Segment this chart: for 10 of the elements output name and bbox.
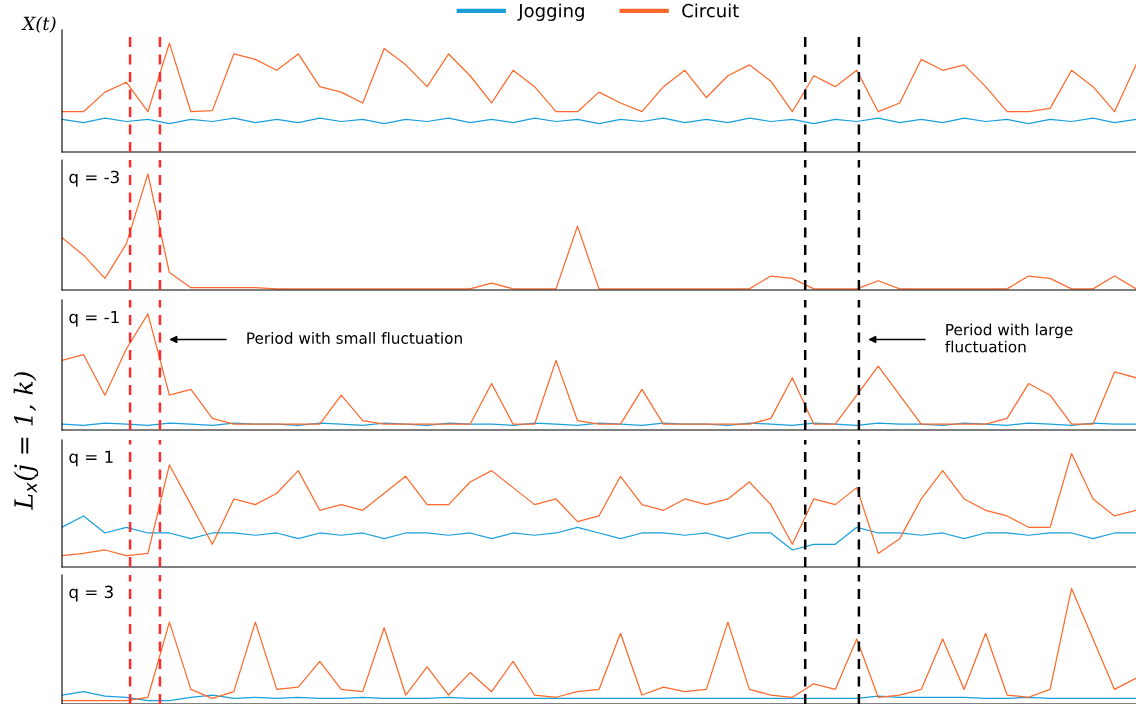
y-axis-title: X(t) bbox=[21, 16, 56, 33]
annotation: Period with small fluctuation bbox=[247, 332, 462, 344]
annotation: q = 1 bbox=[69, 450, 113, 467]
annotation: Period with large fluctuation bbox=[945, 323, 1073, 353]
legend-label: Jogging bbox=[517, 3, 584, 21]
annotation: q = -1 bbox=[69, 310, 119, 327]
annotation: q = -3 bbox=[69, 170, 119, 187]
annotation: q = 3 bbox=[69, 585, 113, 602]
y-axis-title: L$_{x}$(j = 1, k) bbox=[13, 372, 39, 510]
legend-label: Circuit bbox=[682, 3, 739, 18]
